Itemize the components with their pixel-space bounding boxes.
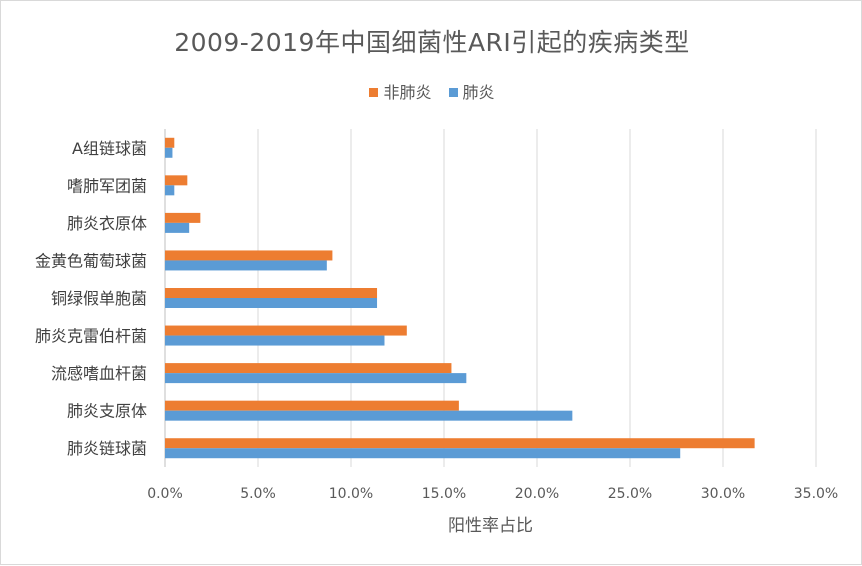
legend-label-pneumonia: 肺炎	[462, 83, 495, 102]
bar-pneumonia	[165, 222, 190, 233]
bar-non-pneumonia	[165, 137, 175, 148]
category-label: 嗜肺军团菌	[67, 176, 147, 195]
x-tick-label: 10.0%	[329, 486, 373, 502]
bar-pneumonia	[165, 373, 467, 384]
category-label: 铜绿假单胞菌	[51, 289, 147, 308]
chart-title: 2009-2019年中国细菌性ARI引起的疾病类型	[174, 28, 690, 57]
x-tick-label: 5.0%	[240, 486, 276, 502]
bar-pneumonia	[165, 260, 327, 271]
bar-non-pneumonia	[165, 288, 378, 298]
category-label: 流感嗜血杆菌	[51, 364, 147, 383]
category-label: 肺炎支原体	[67, 402, 147, 421]
bar-pneumonia	[165, 335, 385, 346]
x-tick-label: 35.0%	[794, 486, 838, 502]
bar-non-pneumonia	[165, 438, 755, 449]
bar-non-pneumonia	[165, 250, 333, 261]
bar-non-pneumonia	[165, 325, 407, 336]
category-label: 肺炎衣原体	[67, 214, 147, 233]
legend-swatch-pneumonia	[448, 88, 458, 97]
bar-non-pneumonia	[165, 400, 459, 411]
category-label: 金黄色葡萄球菌	[35, 251, 147, 270]
legend-item-pneumonia: 肺炎	[448, 79, 495, 103]
x-tick-label: 25.0%	[608, 486, 652, 502]
legend-label-non-pneumonia: 非肺炎	[383, 83, 432, 102]
legend-item-non-pneumonia: 非肺炎	[369, 79, 431, 103]
bar-pneumonia	[165, 410, 573, 421]
bar-non-pneumonia	[165, 175, 188, 186]
x-tick-label: 0.0%	[147, 486, 183, 502]
category-label: A组链球菌	[72, 139, 147, 158]
chart-legend: 非肺炎 肺炎	[1, 79, 862, 103]
bar-non-pneumonia	[165, 363, 452, 374]
bar-pneumonia	[165, 298, 378, 308]
x-tick-label: 15.0%	[422, 486, 466, 502]
x-tick-label: 20.0%	[515, 486, 559, 502]
bar-pneumonia	[165, 185, 175, 196]
x-axis-title: 阳性率占比	[448, 516, 533, 536]
legend-swatch-non-pneumonia	[369, 88, 379, 97]
x-tick-label: 30.0%	[701, 486, 745, 502]
category-label: 肺炎链球菌	[67, 439, 147, 458]
bar-pneumonia	[165, 147, 173, 158]
category-label: 肺炎克雷伯杆菌	[35, 327, 147, 346]
bar-non-pneumonia	[165, 212, 201, 223]
bar-pneumonia	[165, 448, 681, 459]
